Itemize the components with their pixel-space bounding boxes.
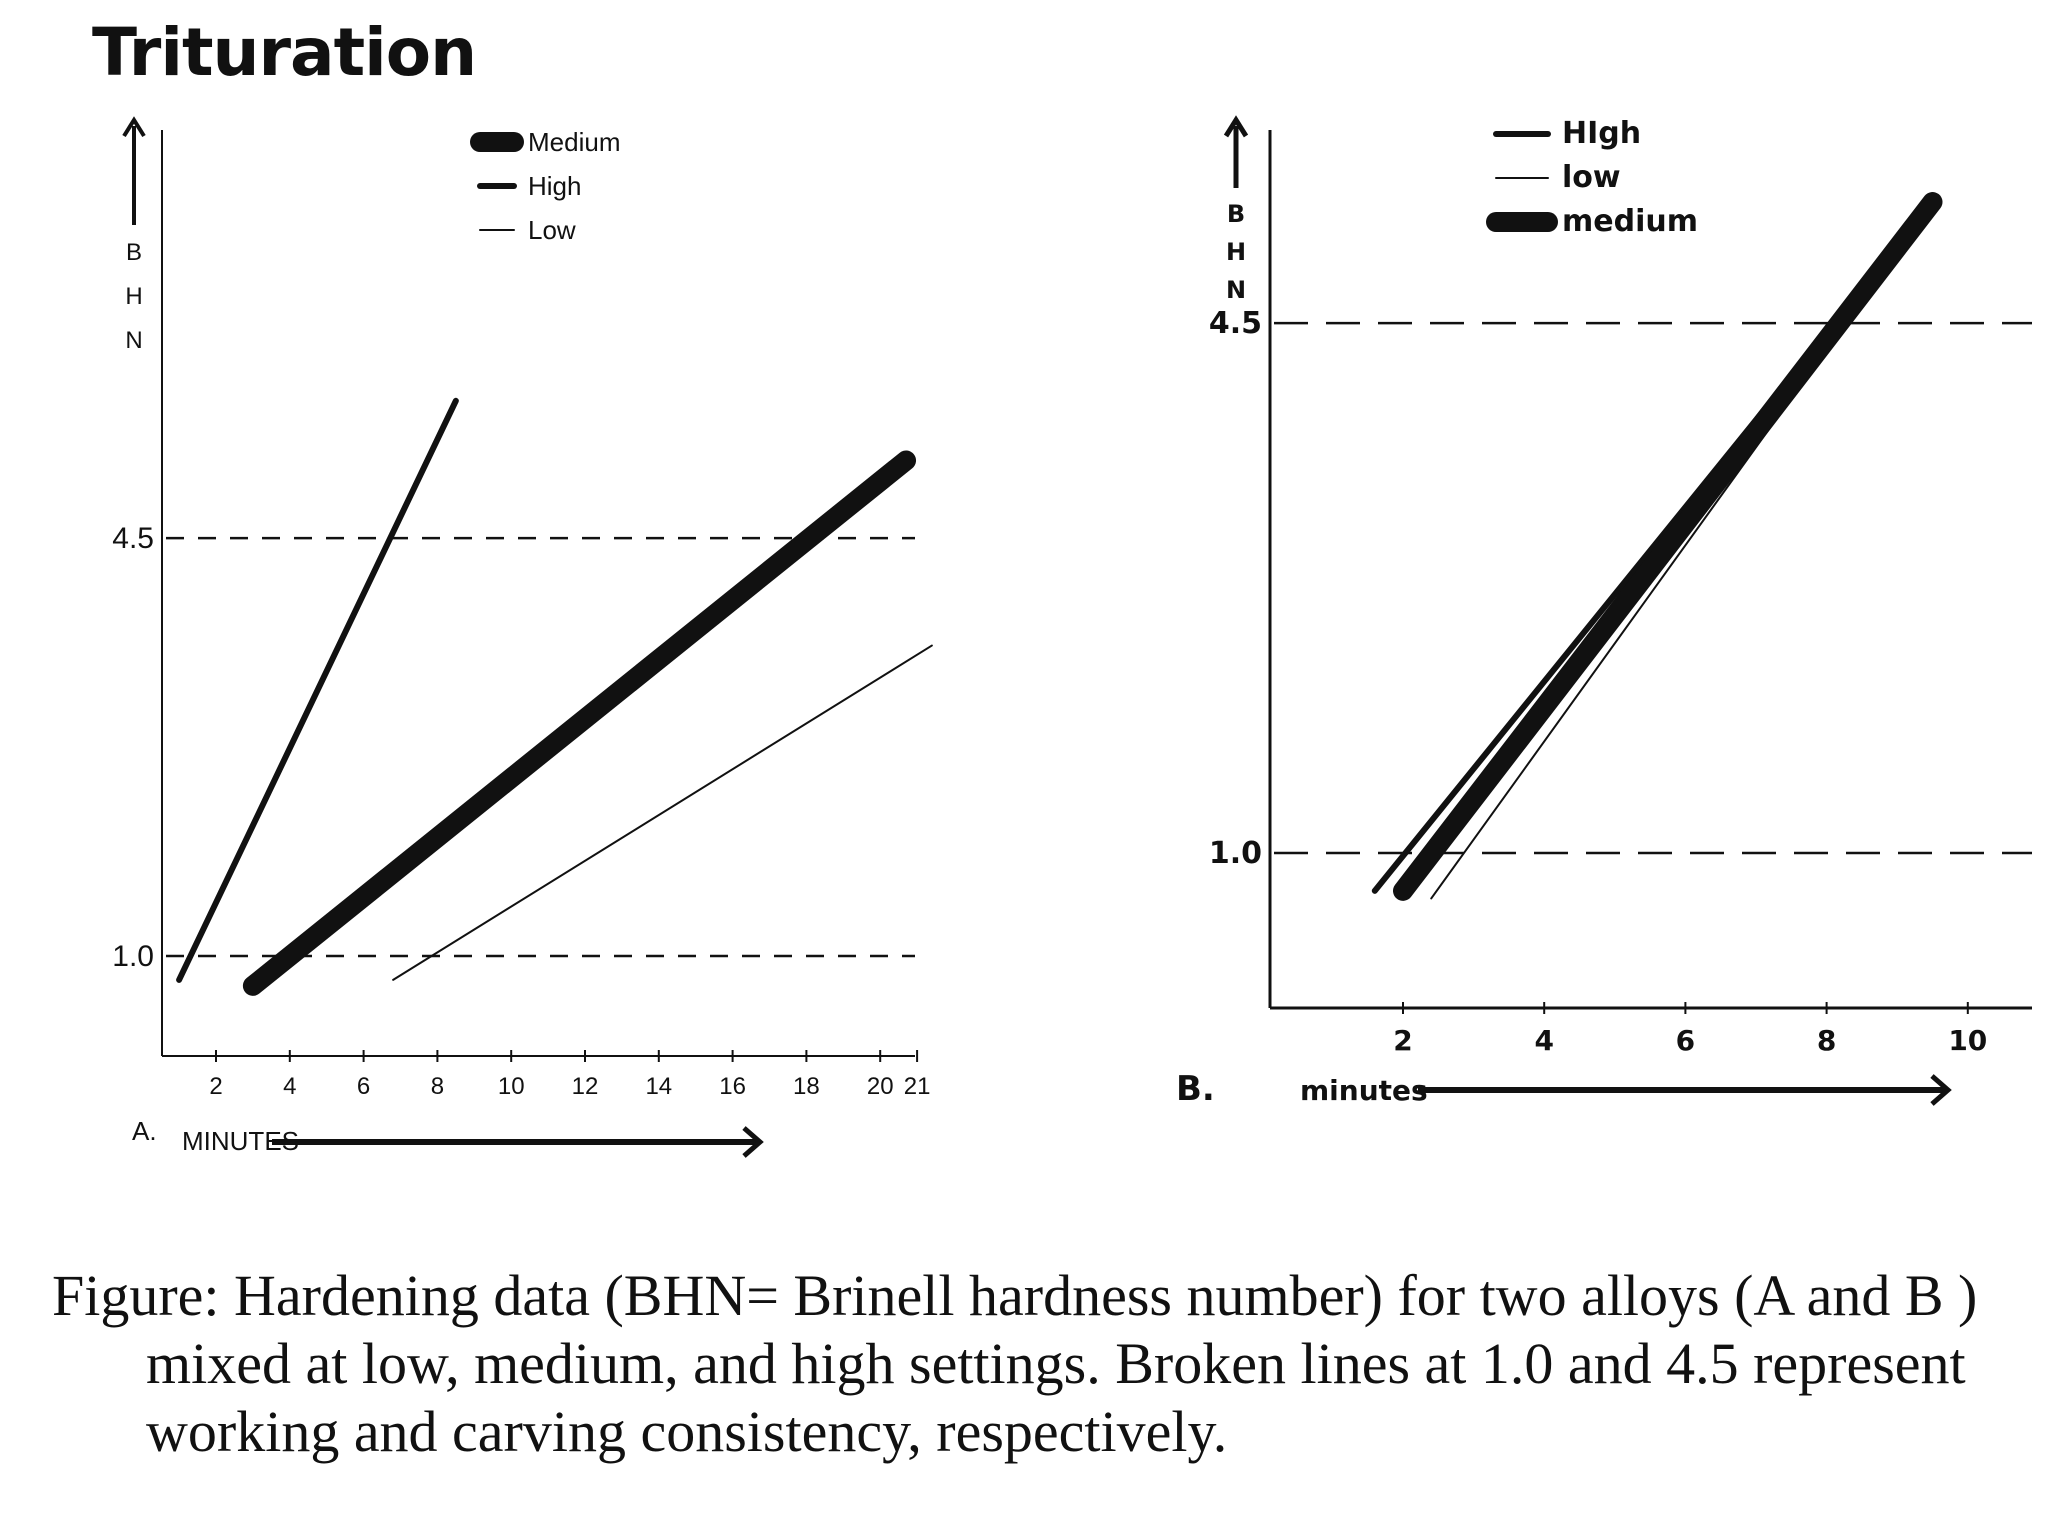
series-line-low: [392, 644, 933, 981]
x-tick-label: 10: [1948, 1024, 1987, 1057]
panel-label: A.: [132, 1116, 157, 1146]
series-line-medium: [1393, 191, 1943, 901]
x-tick-label: 14: [645, 1073, 672, 1100]
chart-b: BHN 1.0 4.5 2 4 6 8 10 HIgh low medium B. minutes: [1176, 115, 2032, 1109]
x-tick-label: 16: [719, 1073, 746, 1100]
figure-title: Trituration: [92, 14, 477, 91]
figure-caption: Figure: Hardening data (BHN= Brinell har…: [52, 1263, 1978, 1464]
x-tick-label: 4: [1534, 1024, 1553, 1057]
legend-label-medium: Medium: [528, 127, 620, 157]
x-tick-label: 6: [357, 1073, 370, 1100]
y-axis-label-letter: B: [126, 239, 142, 266]
x-arrow-head: [742, 1126, 764, 1158]
x-tick-label: 6: [1676, 1024, 1695, 1057]
x-tick-label: 20: [867, 1073, 894, 1100]
reference-label: 1.0: [112, 940, 154, 973]
x-tick-label: 12: [572, 1073, 599, 1100]
y-arrow-head: [122, 116, 146, 138]
x-tick-label: 21: [904, 1073, 931, 1100]
x-axis-label: minutes: [1300, 1074, 1428, 1107]
reference-label: 1.0: [1209, 836, 1262, 871]
y-axis-label-letter: B: [1227, 200, 1245, 228]
x-tick-label: 10: [498, 1073, 525, 1100]
y-arrow-head: [1223, 115, 1249, 138]
x-tick-label: 4: [283, 1073, 296, 1100]
reference-label: 4.5: [112, 522, 154, 555]
legend-label-low: low: [1562, 160, 1621, 195]
legend-label-high: HIgh: [1562, 116, 1641, 151]
legend-label-low: Low: [528, 215, 576, 245]
series-line-high: [176, 397, 459, 983]
x-arrow-head: [1930, 1074, 1952, 1106]
x-tick-label: 2: [209, 1073, 222, 1100]
x-tick-label: 18: [793, 1073, 820, 1100]
y-axis-label-letter: N: [125, 327, 142, 354]
series-line-medium: [242, 450, 917, 996]
legend-label-medium: medium: [1562, 204, 1698, 239]
x-tick-label: 2: [1393, 1024, 1412, 1057]
chart-a: BHN 1.0 4.5 2 4 6 8 10 12 14 16 18 20 21 Medium High Low…: [112, 116, 933, 1158]
legend-label-high: High: [528, 171, 581, 201]
reference-label: 4.5: [1209, 306, 1262, 341]
y-axis-label-letter: H: [125, 283, 142, 310]
y-axis-label-letter: N: [1226, 276, 1246, 304]
y-axis-label-letter: H: [1226, 238, 1246, 266]
x-tick-label: 8: [431, 1073, 444, 1100]
x-tick-label: 8: [1817, 1024, 1836, 1057]
panel-label: B.: [1176, 1069, 1215, 1109]
